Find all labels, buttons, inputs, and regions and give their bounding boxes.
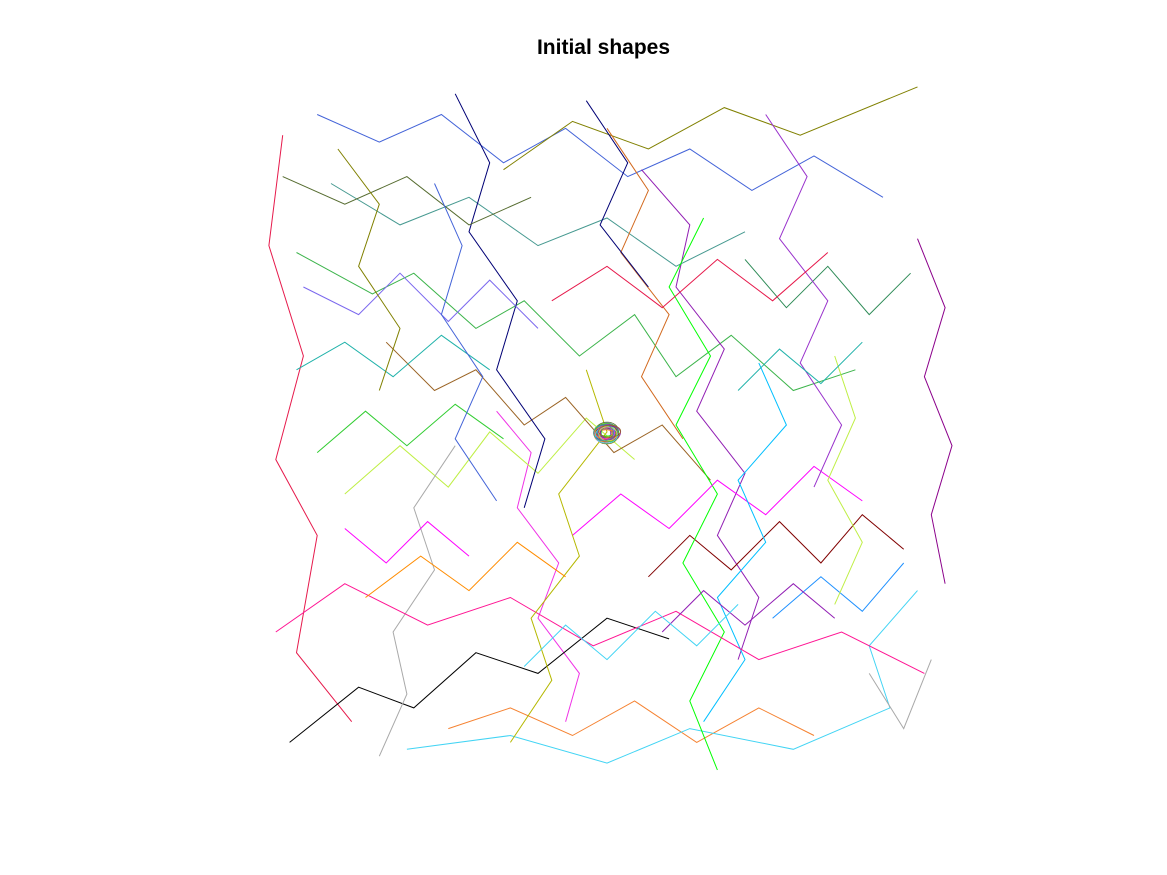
shape-line-3 — [316, 113, 884, 198]
shape-line-19 — [275, 583, 925, 674]
shape-line-16 — [668, 217, 725, 771]
shape-line-22 — [296, 334, 490, 378]
shape-line-32 — [434, 183, 498, 502]
shape-line-39 — [344, 520, 470, 564]
shape-line-12 — [503, 86, 918, 171]
shape-line-28 — [365, 541, 566, 598]
shape-line-30 — [316, 403, 504, 453]
shape-line-13 — [454, 93, 546, 508]
shape-line-20 — [303, 272, 539, 329]
shape-line-24 — [282, 176, 532, 226]
shape-line-35 — [827, 355, 863, 605]
cluster-shape-32 — [595, 423, 619, 438]
shape-line-2 — [296, 252, 856, 392]
shape-line-6 — [406, 590, 918, 764]
shape-line-33 — [661, 583, 836, 633]
cluster-shape-39 — [593, 424, 614, 442]
shape-line-40 — [737, 341, 863, 391]
shape-line-23 — [917, 238, 953, 584]
shape-line-14 — [289, 617, 670, 743]
shape-line-11 — [648, 514, 905, 578]
cluster-shape-38 — [598, 426, 618, 442]
shape-line-27 — [765, 114, 843, 488]
shape-line-25 — [606, 128, 684, 440]
shape-line-26 — [744, 259, 911, 316]
shape-line-15 — [378, 445, 456, 757]
shape-line-1 — [268, 135, 353, 723]
shape-line-31 — [551, 252, 829, 309]
shape-line-36 — [337, 148, 401, 391]
shape-line-8 — [344, 417, 635, 495]
shape-line-17 — [572, 465, 863, 536]
chart-title: Initial shapes — [536, 36, 671, 59]
shape-line-38 — [868, 659, 932, 730]
shape-line-37 — [585, 100, 649, 288]
shape-line-7 — [496, 410, 580, 722]
shape-line-9 — [330, 183, 746, 267]
shape-line-4 — [448, 700, 815, 743]
cluster-shape-40 — [598, 424, 622, 438]
shape-line-21 — [509, 369, 608, 743]
shape-line-34 — [523, 604, 739, 667]
shape-line-29 — [772, 562, 905, 619]
shape-line-18 — [703, 362, 787, 722]
shape-line-10 — [385, 341, 711, 481]
shape-line-5 — [641, 169, 760, 660]
center-shape-cluster — [593, 421, 622, 445]
